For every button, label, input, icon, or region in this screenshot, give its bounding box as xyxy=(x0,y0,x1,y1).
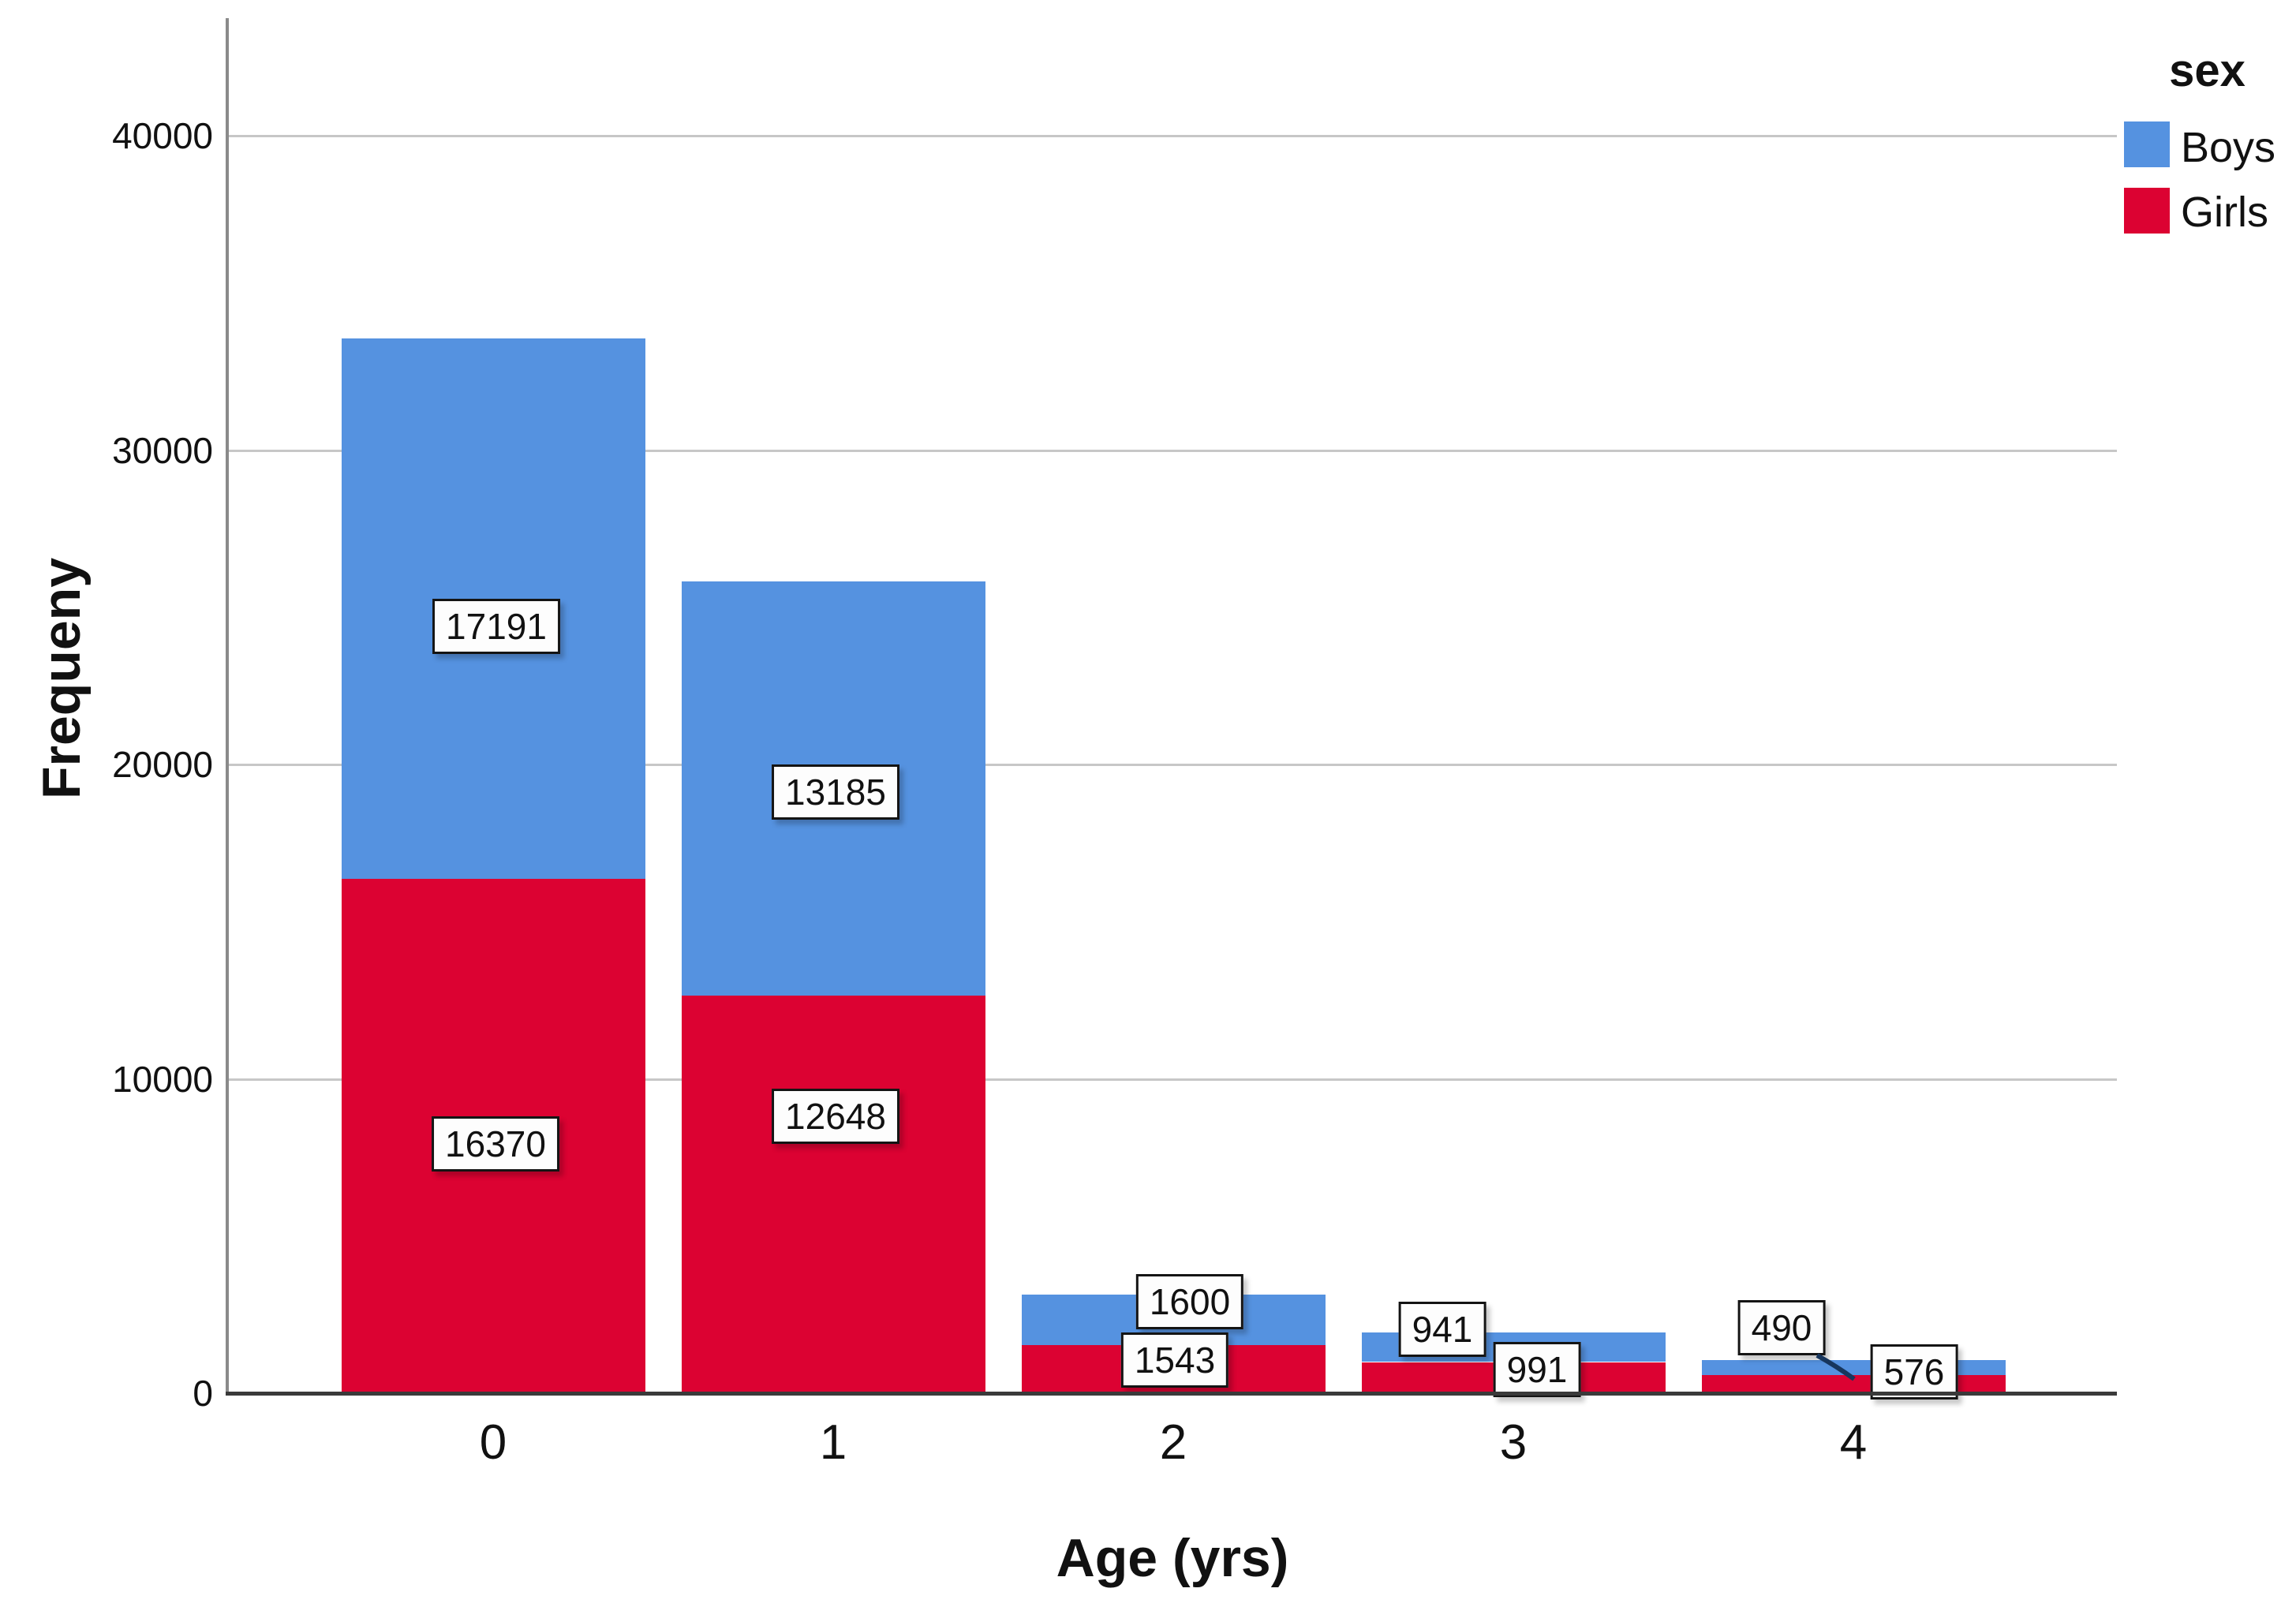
bar-girls-age1 xyxy=(681,995,985,1393)
legend-label-boys: Boys xyxy=(2181,124,2276,171)
x-tick-label-3: 3 xyxy=(1499,1415,1528,1470)
y-tick-label-10000: 10000 xyxy=(112,1058,213,1100)
data-label-boys-age1: 13185 xyxy=(772,764,899,820)
data-label-boys-age2: 1600 xyxy=(1135,1274,1244,1329)
gridline-30000 xyxy=(227,449,2117,452)
y-axis-line xyxy=(226,18,229,1396)
data-label-boys-age0: 17191 xyxy=(432,599,560,654)
x-tick-label-1: 1 xyxy=(819,1415,847,1470)
x-tick-label-2: 2 xyxy=(1159,1415,1187,1470)
legend-swatch-girls-icon xyxy=(2124,188,2170,234)
legend-title: sex xyxy=(2169,45,2246,96)
y-tick-label-0: 0 xyxy=(193,1373,213,1414)
bar-girls-age4 xyxy=(1701,1375,2006,1393)
x-tick-label-0: 0 xyxy=(479,1415,507,1470)
data-label-boys-age4: 490 xyxy=(1737,1300,1826,1355)
data-label-girls-age2: 1543 xyxy=(1120,1332,1229,1388)
y-tick-label-20000: 20000 xyxy=(112,744,213,785)
x-axis-line xyxy=(226,1392,2117,1396)
legend-label-girls: Girls xyxy=(2181,189,2268,236)
y-axis-title: Frequeny xyxy=(32,557,92,800)
gridline-20000 xyxy=(227,764,2117,766)
x-tick-label-4: 4 xyxy=(1839,1415,1868,1470)
data-label-girls-age4: 576 xyxy=(1870,1344,1958,1400)
data-label-girls-age1: 12648 xyxy=(772,1089,899,1144)
data-label-girls-age0: 16370 xyxy=(432,1116,559,1172)
y-tick-label-30000: 30000 xyxy=(112,429,213,471)
y-tick-label-40000: 40000 xyxy=(112,115,213,156)
data-label-girls-age3: 991 xyxy=(1493,1342,1581,1397)
x-axis-title: Age (yrs) xyxy=(1056,1528,1289,1588)
gridline-10000 xyxy=(227,1078,2117,1081)
data-label-boys-age3: 941 xyxy=(1398,1302,1486,1357)
bar-boys-age4 xyxy=(1701,1359,2006,1376)
legend-swatch-boys-icon xyxy=(2124,121,2170,167)
gridline-40000 xyxy=(227,135,2117,137)
